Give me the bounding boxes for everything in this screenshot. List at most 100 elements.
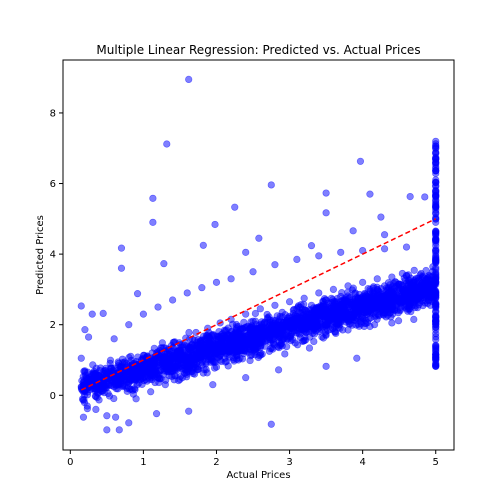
data-point bbox=[185, 328, 193, 337]
data-point bbox=[185, 407, 193, 415]
y-axis: 0 2 4 6 8 bbox=[50, 108, 63, 402]
data-point bbox=[173, 354, 181, 363]
data-point bbox=[161, 381, 169, 389]
data-point bbox=[337, 248, 345, 256]
data-point bbox=[234, 322, 242, 331]
reference-line bbox=[80, 218, 437, 391]
data-point bbox=[366, 285, 374, 294]
data-point bbox=[322, 296, 330, 304]
data-point bbox=[198, 336, 206, 345]
data-point bbox=[172, 363, 180, 371]
data-point bbox=[298, 315, 307, 323]
data-point bbox=[285, 298, 294, 306]
y-axis-label: Predicted Prices bbox=[35, 215, 46, 295]
data-point bbox=[88, 370, 96, 378]
data-point bbox=[192, 328, 200, 337]
data-point bbox=[147, 388, 155, 396]
data-point bbox=[293, 255, 301, 264]
data-point bbox=[212, 278, 221, 286]
data-point bbox=[432, 242, 440, 250]
data-point bbox=[276, 333, 284, 341]
data-point bbox=[394, 317, 403, 325]
data-point bbox=[106, 356, 115, 364]
data-point bbox=[354, 300, 362, 308]
data-point bbox=[432, 279, 440, 287]
data-point bbox=[293, 305, 301, 313]
data-point bbox=[432, 291, 440, 299]
data-point bbox=[271, 301, 279, 309]
data-point bbox=[77, 354, 85, 362]
data-point bbox=[281, 350, 289, 358]
data-point bbox=[274, 318, 282, 327]
data-point bbox=[366, 190, 374, 198]
data-point bbox=[81, 367, 89, 375]
data-point bbox=[154, 303, 162, 311]
data-point bbox=[106, 364, 115, 372]
data-point bbox=[421, 193, 429, 201]
data-point bbox=[300, 294, 308, 302]
data-point bbox=[412, 292, 420, 300]
data-point bbox=[165, 352, 173, 361]
x-axis: 0 1 2 3 4 5 bbox=[67, 450, 439, 468]
data-point bbox=[417, 269, 425, 278]
data-point bbox=[307, 242, 316, 250]
data-point bbox=[432, 203, 440, 211]
data-point bbox=[231, 203, 239, 211]
data-point bbox=[136, 372, 144, 381]
data-point bbox=[397, 299, 405, 307]
data-point bbox=[190, 370, 199, 378]
data-point bbox=[410, 278, 418, 286]
data-point bbox=[112, 375, 120, 384]
data-point bbox=[160, 344, 168, 352]
x-axis-label: Actual Prices bbox=[226, 470, 290, 481]
data-point bbox=[139, 310, 147, 318]
y-tick-label: 8 bbox=[50, 108, 56, 119]
data-point bbox=[251, 309, 259, 318]
data-point bbox=[322, 189, 330, 197]
data-point bbox=[271, 261, 279, 269]
data-point bbox=[432, 359, 440, 367]
data-point bbox=[281, 323, 289, 331]
data-point bbox=[294, 341, 302, 349]
data-point bbox=[432, 236, 440, 244]
data-point bbox=[346, 298, 354, 307]
data-point bbox=[432, 196, 440, 204]
data-point bbox=[176, 375, 184, 384]
data-point bbox=[395, 280, 403, 288]
data-point bbox=[388, 273, 396, 281]
data-point bbox=[380, 282, 389, 290]
data-point bbox=[117, 264, 126, 272]
data-point bbox=[221, 340, 229, 348]
data-point bbox=[432, 271, 440, 279]
data-point bbox=[400, 287, 409, 295]
data-point bbox=[308, 321, 316, 329]
data-point bbox=[300, 336, 308, 345]
plot-frame bbox=[62, 59, 455, 451]
data-point bbox=[322, 362, 330, 370]
data-point bbox=[209, 381, 217, 389]
data-point bbox=[301, 306, 309, 314]
data-point bbox=[275, 366, 283, 374]
data-point bbox=[353, 354, 361, 362]
data-point bbox=[242, 310, 250, 318]
data-point bbox=[424, 276, 433, 285]
data-point bbox=[330, 304, 339, 312]
data-point bbox=[185, 75, 193, 84]
data-point bbox=[103, 426, 111, 434]
data-point bbox=[287, 322, 295, 330]
data-point bbox=[346, 316, 355, 324]
data-point bbox=[267, 420, 275, 428]
data-point bbox=[298, 321, 306, 329]
data-point bbox=[256, 349, 264, 357]
data-point bbox=[198, 284, 206, 292]
data-point bbox=[183, 289, 191, 297]
data-point bbox=[315, 252, 323, 260]
data-point bbox=[117, 244, 126, 252]
data-point bbox=[321, 317, 330, 326]
data-point bbox=[150, 373, 158, 381]
data-point bbox=[255, 234, 263, 242]
data-point bbox=[104, 389, 112, 398]
data-point bbox=[249, 317, 257, 325]
data-point bbox=[317, 303, 325, 311]
data-point bbox=[123, 372, 131, 380]
